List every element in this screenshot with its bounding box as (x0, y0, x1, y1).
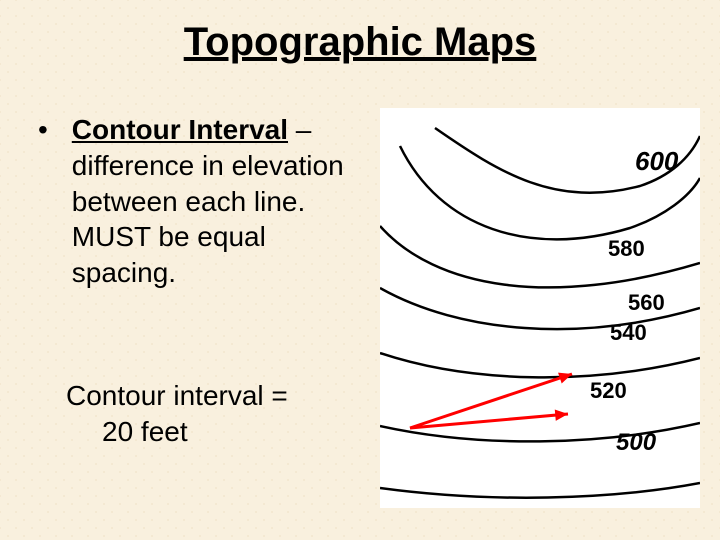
bullet-body: Contour Interval – difference in elevati… (72, 112, 372, 291)
formula-line-1: Contour interval = (66, 378, 366, 414)
contour-script-label: 500 (616, 429, 657, 456)
page-title: Topographic Maps (0, 20, 720, 65)
contour-overlay-label: 560 (628, 290, 665, 316)
bullet-item: • Contour Interval – difference in eleva… (38, 112, 378, 291)
contour-overlay-label: 580 (608, 236, 645, 262)
contour-overlay-label: 520 (590, 378, 627, 404)
term-contour-interval: Contour Interval (72, 114, 288, 145)
contour-interval-formula: Contour interval = 20 feet (66, 378, 366, 451)
bullet-dot-icon: • (38, 112, 64, 148)
contour-diagram: 600 500 580 560 540 520 (380, 108, 700, 508)
formula-line-2: 20 feet (102, 414, 366, 450)
contour-overlay-label: 540 (610, 320, 647, 346)
contour-script-label: 600 (635, 146, 679, 176)
